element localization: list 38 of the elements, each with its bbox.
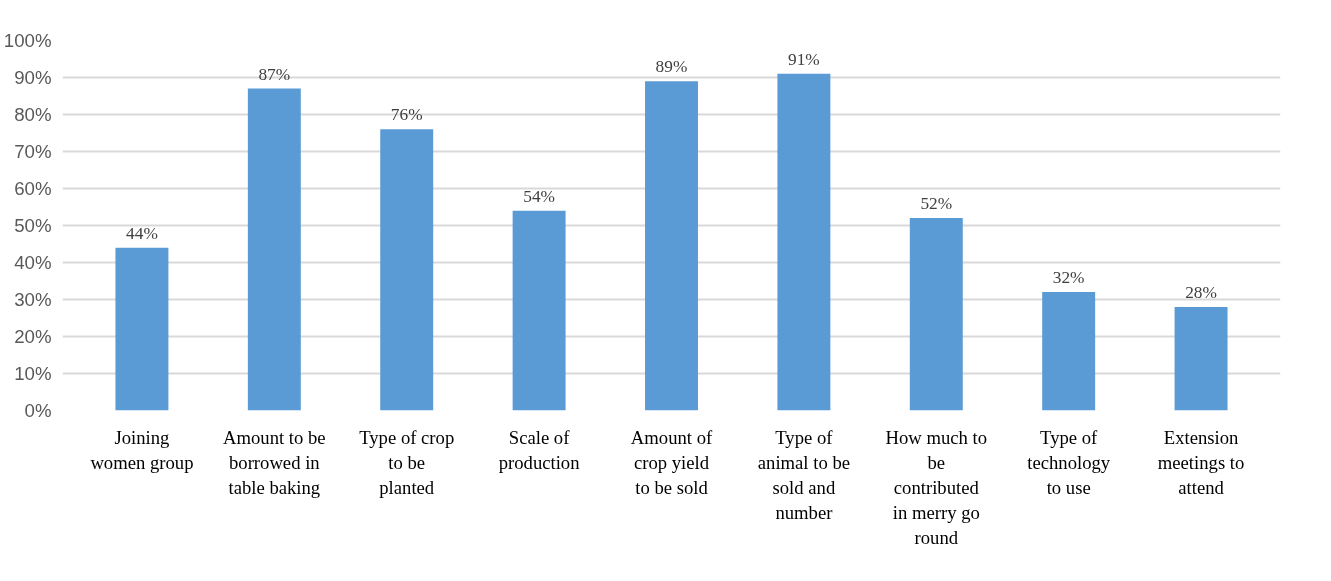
bar [1174,306,1228,411]
x-tick-label: Extension meetings to attend [1157,426,1245,498]
data-label: 52% [920,194,953,214]
y-tick-label: 50% [14,215,52,236]
x-tick-label: Amount of crop yield to be sold [630,426,713,498]
y-tick-label: 10% [14,363,52,384]
y-tick-label: 0% [24,399,52,421]
bar [247,88,301,411]
x-tick-label: Type of animal to be sold and number [757,426,850,524]
bar [512,210,566,411]
data-label: 44% [126,223,158,243]
x-tick-label: Amount to be borrowed in table baking [223,426,326,498]
bar [1042,292,1096,411]
x-tick-label: Type of technology to use [1027,426,1111,498]
y-tick-label: 20% [14,326,52,347]
bar [645,81,698,411]
data-label: 87% [258,64,291,84]
y-tick-label: 100% [3,30,52,51]
x-tick-label: How much to be contributed in merry go round [885,426,988,549]
data-label: 91% [788,49,820,69]
bar [115,247,169,411]
data-label: 54% [523,186,555,206]
data-label: 28% [1185,282,1217,302]
data-label: 32% [1052,268,1085,288]
x-tick-label: Scale of production [498,426,581,473]
y-tick-label: 60% [14,178,52,199]
bar [909,218,963,411]
y-tick-label: 80% [14,104,52,125]
y-tick-label: 40% [14,252,52,273]
y-tick-label: 90% [14,67,52,88]
data-label: 89% [655,57,688,77]
x-tick-label: Type of crop to be planted [359,426,455,498]
bar [777,73,831,411]
y-tick-label: 70% [14,141,52,162]
y-tick-label: 30% [14,289,52,310]
bar [380,129,434,411]
data-label: 76% [390,105,423,125]
x-tick-label: Joining women group [90,426,194,473]
